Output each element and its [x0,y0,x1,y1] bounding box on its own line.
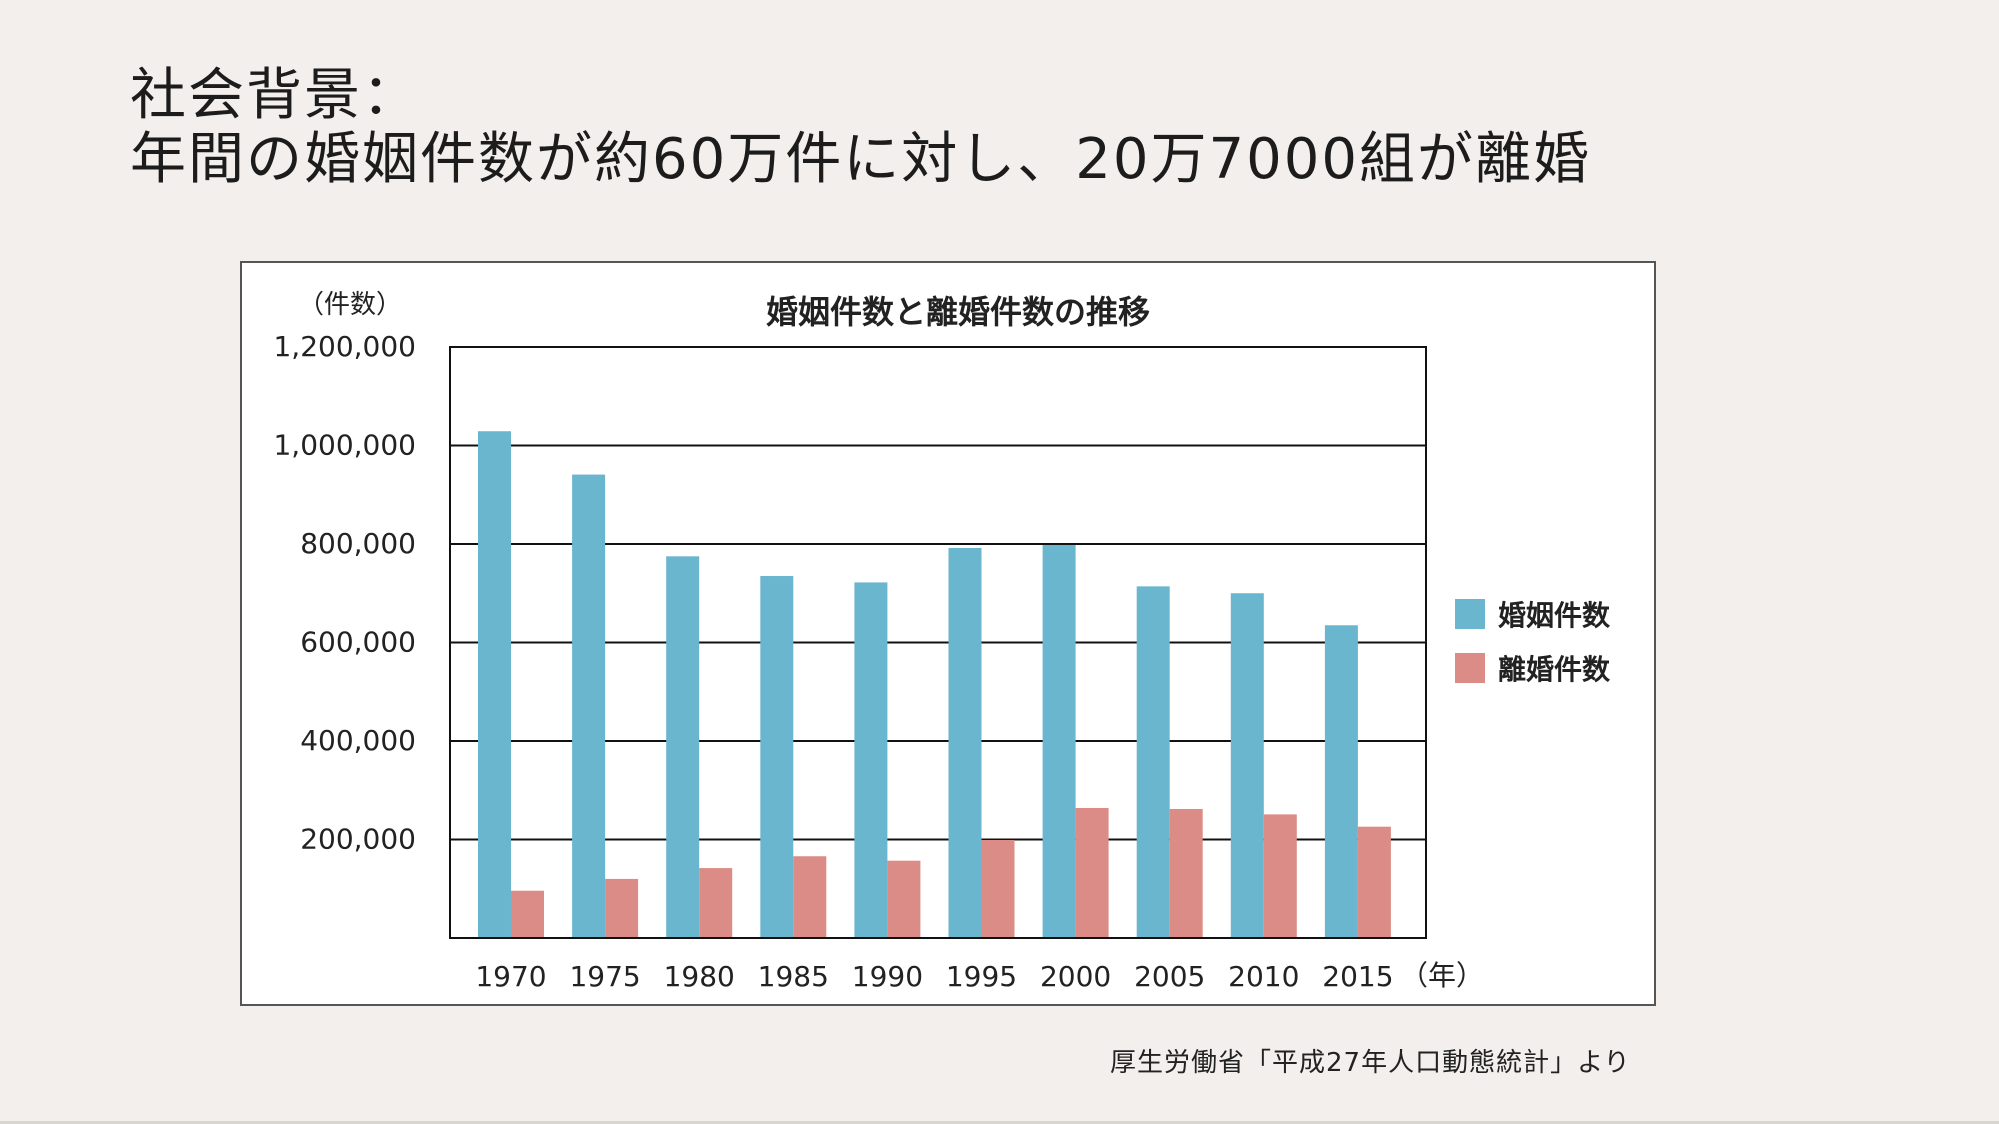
y-tick-label: 600,000 [300,626,416,659]
legend-label-divorce: 離婚件数 [1498,653,1611,686]
bar-divorce-2015 [1357,826,1391,938]
bar-divorce-2010 [1263,814,1297,938]
x-tick-label: 2010 [1228,960,1299,993]
bar-divorce-2000 [1075,807,1109,938]
y-tick-label: 1,200,000 [273,330,416,363]
legend-swatch-marriage [1455,599,1485,629]
bar-divorce-1990 [887,860,921,938]
bar-divorce-1980 [699,868,733,938]
chart-frame: 婚姻件数と離婚件数の推移 （件数） （年） 200,000 400,000 600,… [240,261,1656,1006]
bar-divorce-1970 [511,890,544,938]
bar-marriage-1975 [572,474,606,938]
x-tick-label: 1975 [569,960,640,993]
y-axis-ticks: 200,000 400,000 600,000 800,000 1,000,000 1,2… [273,330,416,856]
bar-divorce-1985 [793,856,827,938]
slide-title-line2: 年間の婚姻件数が約60万件に対し、20万7000組が離婚 [130,127,1592,192]
divider [0,1121,1999,1124]
bar-divorce-1975 [605,878,639,938]
bar-marriage-2005 [1136,586,1170,938]
x-tick-label: 1985 [758,960,829,993]
slide-title: 社会背景： 年間の婚姻件数が約60万件に対し、20万7000組が離婚 [130,64,1591,192]
bar-marriage-1980 [666,556,700,938]
x-tick-label: 2005 [1134,960,1205,993]
y-tick-label: 1,000,000 [273,429,416,462]
bar-marriage-2000 [1042,544,1076,938]
bar-divorce-2005 [1169,808,1203,938]
bars [478,431,1391,938]
y-tick-label: 400,000 [300,724,416,757]
source-note: 厚生労働省「平成27年人口動態統計」より [1110,1048,1631,1078]
bar-marriage-1995 [948,547,982,938]
slide-title-line1: 社会背景： [130,63,420,128]
x-tick-label: 1995 [946,960,1017,993]
x-tick-label: 2015 [1322,960,1393,993]
legend-swatch-divorce [1455,653,1485,683]
bar-marriage-2010 [1230,593,1264,938]
legend-label-marriage: 婚姻件数 [1498,599,1611,632]
x-tick-label: 1970 [475,960,546,993]
chart-title: 婚姻件数と離婚件数の推移 [766,293,1150,331]
y-tick-label: 200,000 [300,823,416,856]
plot-area [449,346,1427,939]
bar-marriage-1990 [854,582,888,938]
bar-marriage-2015 [1324,625,1358,938]
x-tick-label: 1990 [852,960,923,993]
bar-divorce-1995 [981,839,1015,938]
y-axis-label: （件数） [298,290,402,320]
bar-marriage-1970 [478,431,511,938]
x-tick-label: 2000 [1040,960,1111,993]
x-axis-ticks: 1970 1975 1980 1985 1990 1995 2000 2005 2010 2015 [475,960,1393,993]
y-tick-label: 800,000 [300,527,416,560]
bar-marriage-1985 [760,576,794,938]
chart: 婚姻件数と離婚件数の推移 （件数） （年） 200,000 400,000 600,… [273,290,1611,993]
x-tick-label: 1980 [664,960,735,993]
x-axis-label: （年） [1400,959,1484,992]
